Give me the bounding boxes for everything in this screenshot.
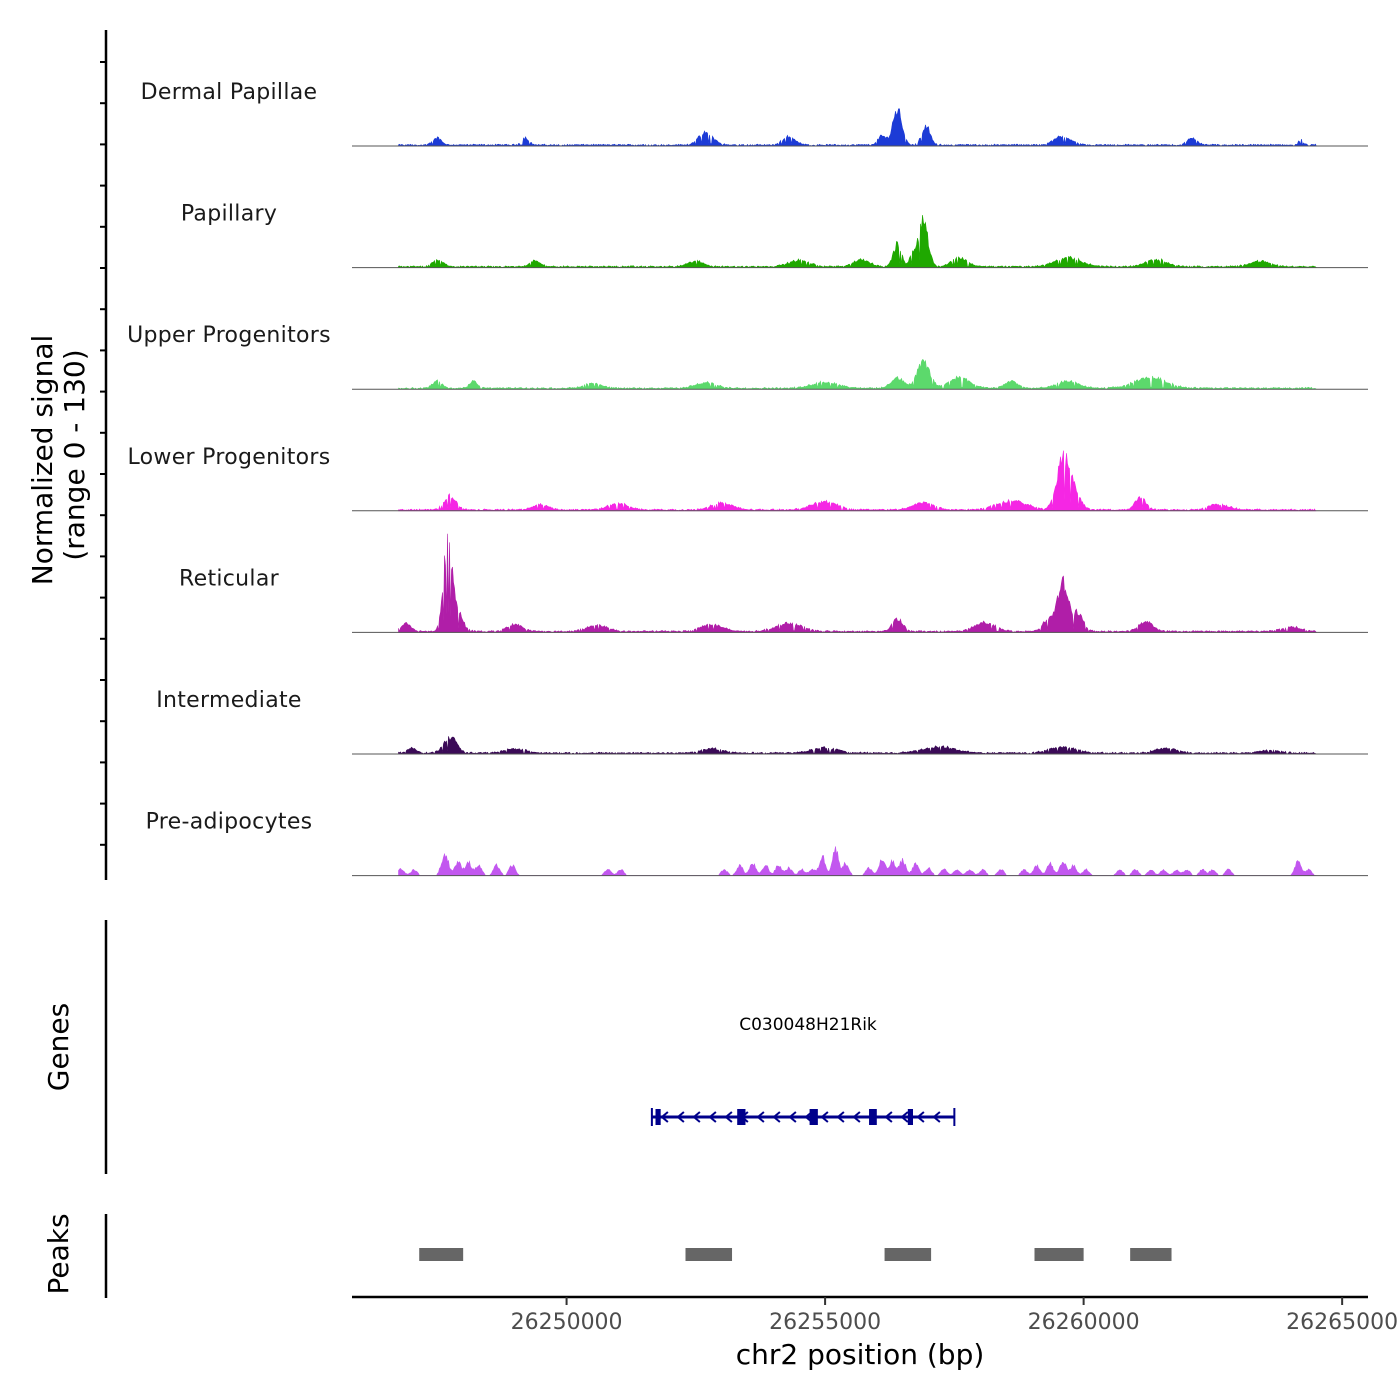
track-reticular: Reticular <box>179 533 1368 633</box>
strand-arrow <box>788 1111 797 1123</box>
gene-exon <box>907 1109 913 1125</box>
track-lower-progenitors: Lower Progenitors <box>127 445 1368 512</box>
track-label-pre-adipocytes: Pre-adipocytes <box>146 810 313 835</box>
strand-arrow <box>916 1111 925 1123</box>
gene-exon <box>809 1109 818 1125</box>
strand-arrow <box>676 1111 685 1123</box>
strand-arrow <box>756 1111 765 1123</box>
signal-area-papillary <box>398 214 1318 268</box>
signal-area-dermal-papillae <box>398 108 1317 147</box>
gene-name-label: C030048H21Rik <box>739 1015 877 1035</box>
peak-regions <box>419 1248 1172 1261</box>
x-axis-ticks: 26250000 26255000 26260000 26265000 <box>511 1297 1398 1335</box>
track-label-papillary: Papillary <box>181 202 277 227</box>
signal-area-intermediate <box>398 736 1318 755</box>
strand-arrow <box>932 1111 941 1123</box>
gene-exon <box>737 1109 746 1125</box>
track-intermediate: Intermediate <box>156 688 1368 755</box>
x-tick-label: 26265000 <box>1286 1310 1398 1335</box>
signal-area-pre-adipocytes <box>398 846 1317 876</box>
strand-arrow <box>900 1111 909 1123</box>
strand-arrow <box>660 1111 669 1123</box>
track-pre-adipocytes: Pre-adipocytes <box>146 810 1368 877</box>
track-label-upper-progenitors: Upper Progenitors <box>127 323 331 348</box>
signal-y-axis-title: Normalized signal <box>26 335 59 586</box>
peak-region <box>884 1248 932 1261</box>
track-label-intermediate: Intermediate <box>156 688 302 713</box>
signal-y-axis-title-line2: (range 0 - 130) <box>58 349 91 560</box>
signal-area-lower-progenitors <box>398 450 1317 512</box>
signal-area-reticular <box>398 533 1317 633</box>
x-tick-label: 26255000 <box>769 1310 881 1335</box>
strand-arrow <box>692 1111 701 1123</box>
gene-exon <box>869 1109 877 1125</box>
coverage-tracks: Dermal Papillae Papillary Upper Progenitor… <box>127 80 1368 877</box>
gene-model-C030048H21Rik <box>650 1108 956 1126</box>
signal-y-axis-ticks <box>100 61 106 846</box>
strand-arrow <box>772 1111 781 1123</box>
x-axis-title: chr2 position (bp) <box>736 1338 985 1371</box>
peak-region <box>1034 1248 1084 1261</box>
strand-arrow <box>820 1111 829 1123</box>
track-label-lower-progenitors: Lower Progenitors <box>127 445 330 470</box>
strand-arrow <box>884 1111 893 1123</box>
strand-arrow <box>852 1111 861 1123</box>
track-upper-progenitors: Upper Progenitors <box>127 323 1368 390</box>
strand-arrow <box>708 1111 717 1123</box>
genes-panel-title: Genes <box>42 1003 75 1091</box>
x-tick-label: 26260000 <box>1028 1310 1140 1335</box>
track-label-dermal-papillae: Dermal Papillae <box>141 80 318 105</box>
signal-area-upper-progenitors <box>398 359 1318 390</box>
peak-region <box>419 1248 464 1261</box>
track-dermal-papillae: Dermal Papillae <box>141 80 1368 147</box>
x-tick-label: 26250000 <box>511 1310 623 1335</box>
track-papillary: Papillary <box>181 202 1368 269</box>
peak-region <box>685 1248 733 1261</box>
track-label-reticular: Reticular <box>179 566 280 591</box>
strand-arrow <box>836 1111 845 1123</box>
peaks-panel-title: Peaks <box>42 1213 75 1294</box>
peak-region <box>1130 1248 1172 1261</box>
strand-arrow <box>724 1111 733 1123</box>
gene-exon <box>655 1109 661 1125</box>
